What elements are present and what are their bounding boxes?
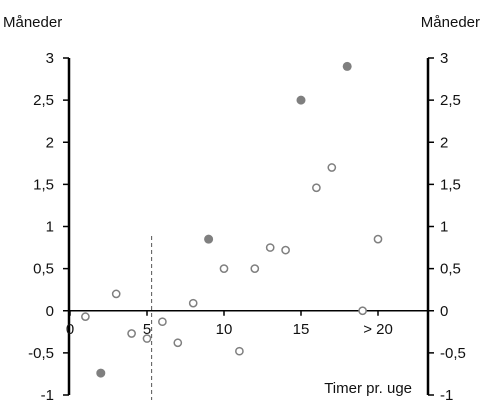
open-point [188, 298, 198, 308]
y-tick-label-right: -0,5 [440, 345, 466, 362]
y-tick-label-right: 0,5 [440, 261, 461, 278]
y-tick-label-left: 2,5 [33, 92, 54, 109]
open-point [265, 243, 275, 252]
y-tick-label-right: 0 [440, 303, 448, 320]
open-point [235, 346, 244, 356]
y-tick-label-left: -1 [41, 387, 54, 402]
y-tick-label-right: 2,5 [440, 92, 461, 109]
open-point [373, 234, 383, 244]
axes-layer [63, 57, 434, 396]
open-point [111, 289, 121, 299]
open-point [81, 312, 90, 321]
y-axis-left-title: Måneder [3, 14, 62, 31]
y-tick-label-right: 3 [440, 50, 448, 67]
filled-point [296, 95, 306, 105]
ticks-layer: -1 -1-0,5 -0,50 00,5 0,51 11,5 1,52 22,5 2,53 30 5… [28, 50, 466, 404]
y-tick-label-left: 3 [46, 50, 54, 67]
filled-point [96, 368, 106, 378]
open-point [127, 329, 136, 338]
x-tick-label: > 20 [363, 321, 393, 338]
open-point [312, 183, 321, 193]
x-tick-label: 10 [216, 321, 233, 338]
open-point [158, 317, 167, 327]
points-layer [81, 61, 383, 378]
x-tick-label: 5 [143, 321, 151, 338]
filled-point [342, 61, 352, 71]
y-tick-label-left: 2 [46, 134, 54, 151]
y-tick-label-left: 0,5 [33, 261, 54, 278]
open-point [173, 338, 183, 348]
y-tick-label-left: 1 [46, 219, 54, 236]
y-tick-label-left: 0 [46, 303, 54, 320]
open-point [327, 163, 337, 172]
y-tick-label-right: 1,5 [440, 176, 461, 193]
open-point [250, 264, 260, 273]
open-point [358, 306, 367, 316]
filled-point [204, 234, 214, 244]
open-point [142, 334, 152, 343]
y-tick-label-right: -1 [440, 387, 453, 402]
y-tick-label-left: 1,5 [33, 176, 54, 193]
x-tick-label: 0 [66, 321, 74, 338]
y-tick-label-right: 1 [440, 219, 448, 236]
y-tick-label-right: 2 [440, 134, 448, 151]
x-tick-label: 15 [293, 321, 310, 338]
x-axis-title: Timer pr. uge [324, 380, 412, 397]
y-axis-right-title: Måneder [421, 14, 480, 31]
y-tick-label-left: -0,5 [28, 345, 54, 362]
open-point [219, 264, 229, 273]
open-point [281, 245, 290, 255]
